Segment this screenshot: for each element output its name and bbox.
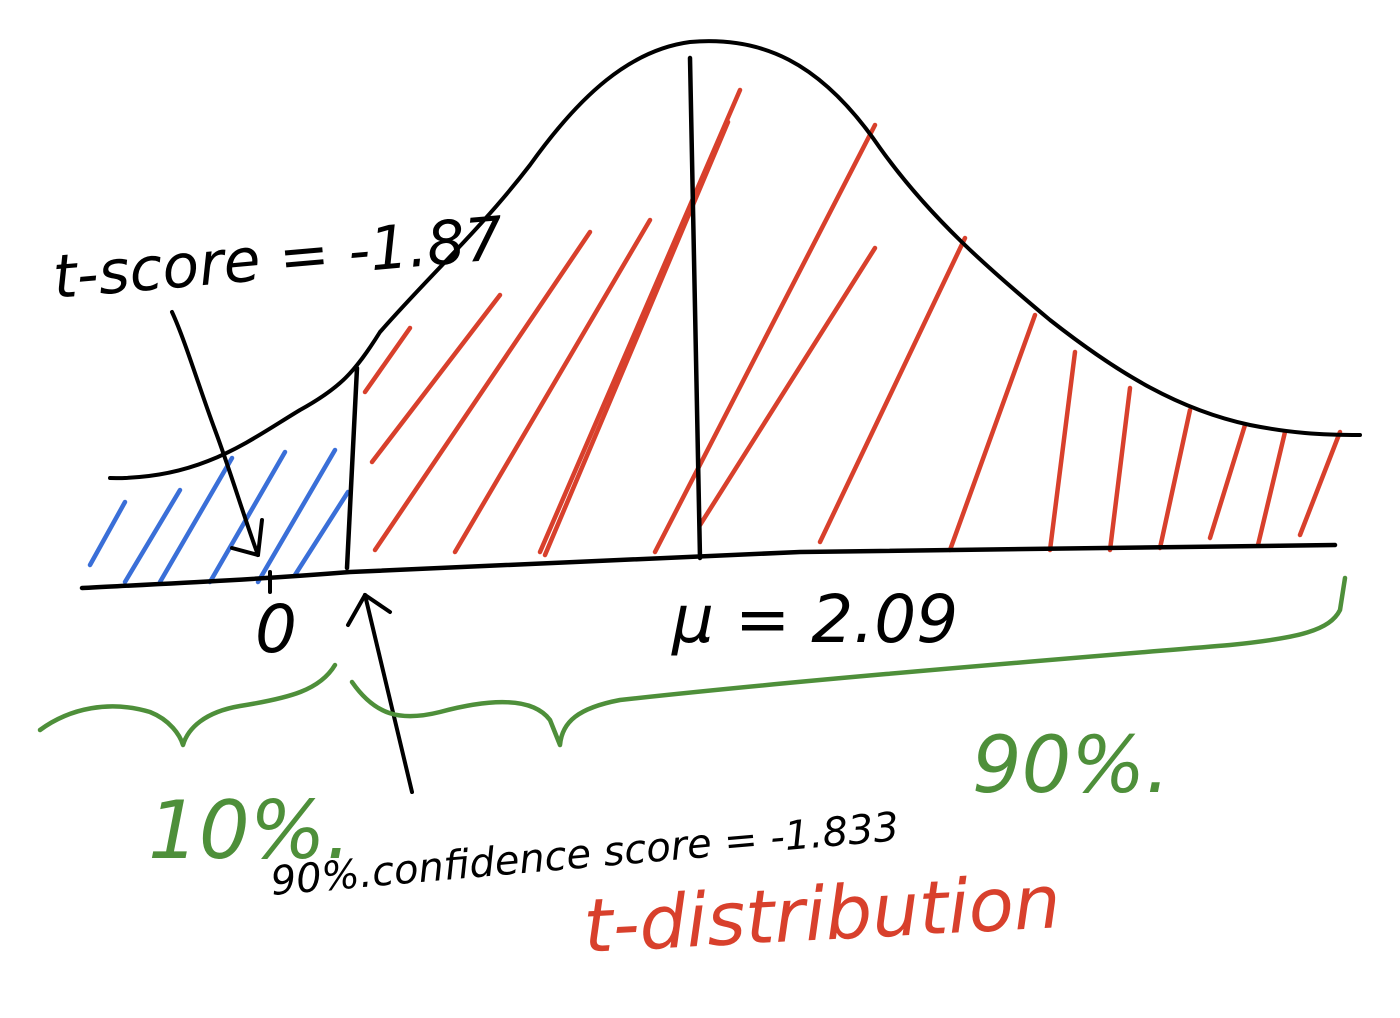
critical-value-line bbox=[344, 365, 360, 571]
distribution-label: t-distribution bbox=[581, 859, 1062, 970]
ninety-percent-label: 90%. bbox=[972, 721, 1170, 811]
ten-percent-label: 10%. bbox=[148, 784, 351, 877]
distribution-curve bbox=[108, 39, 1362, 481]
left-tail-hatching bbox=[87, 447, 351, 585]
t-score-arrow bbox=[170, 310, 264, 557]
ninety-percent-brace bbox=[349, 575, 1348, 748]
x-axis-baseline bbox=[79, 542, 1338, 591]
mean-label: μ = 2.09 bbox=[671, 581, 958, 658]
mean-line bbox=[687, 55, 703, 561]
confidence-score-arrow bbox=[346, 593, 414, 794]
ten-percent-brace bbox=[37, 662, 338, 748]
body-hatching bbox=[362, 87, 1343, 558]
zero-label: 0 bbox=[255, 591, 297, 668]
t-score-label: t-score = -1.87 bbox=[50, 204, 506, 313]
